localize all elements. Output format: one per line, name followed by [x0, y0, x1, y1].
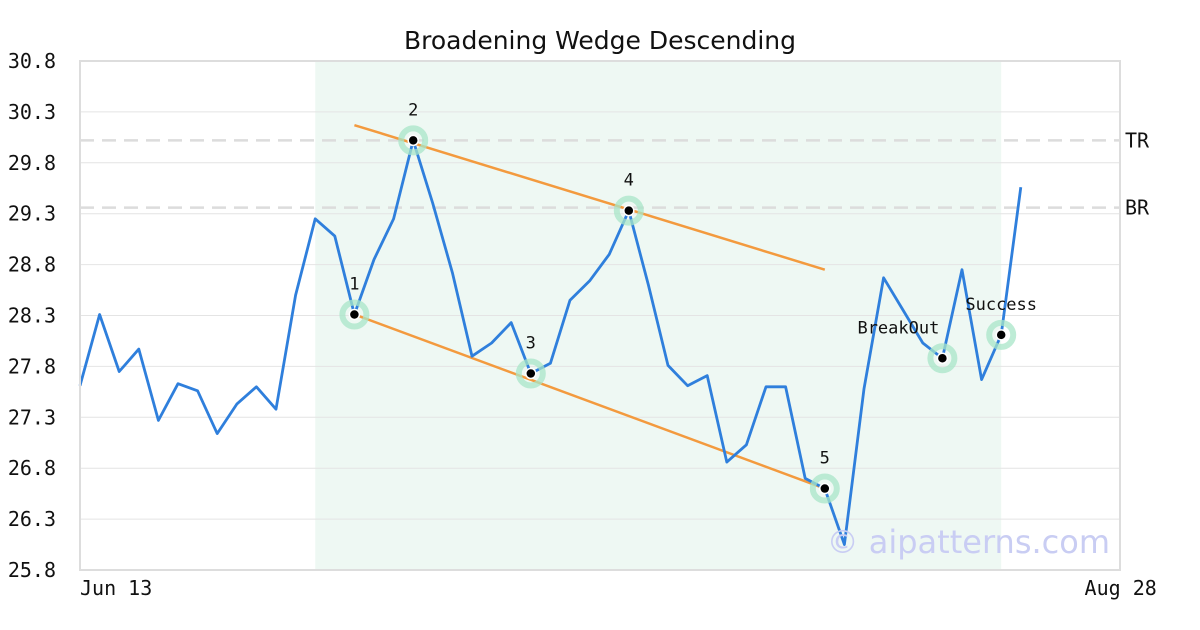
- pattern-label-success: Success: [965, 295, 1037, 315]
- pattern-point-halo-1: [339, 299, 370, 330]
- y-tick-label: 26.8: [8, 456, 56, 480]
- pattern-label-1: 1: [349, 274, 359, 294]
- pattern-point-2: [407, 134, 419, 147]
- y-tick-label: 26.3: [8, 507, 56, 531]
- pattern-label-5: 5: [820, 449, 830, 469]
- pattern-point-4: [623, 204, 635, 217]
- pattern-point-1: [348, 308, 361, 321]
- reference-label-br: BR: [1125, 196, 1150, 220]
- y-tick-label: 30.3: [8, 100, 56, 124]
- trendline-upper: [354, 123, 826, 271]
- reference-label-tr: TR: [1125, 128, 1150, 152]
- x-tick-label: Jun 13: [80, 576, 152, 600]
- y-tick-label: 25.8: [8, 558, 56, 582]
- x-tick-label: Aug 28: [1085, 576, 1157, 600]
- pattern-label-3: 3: [526, 334, 536, 354]
- y-tick-label: 30.8: [8, 49, 56, 73]
- price-series-line: [78, 138, 1023, 546]
- pattern-point-5: [819, 482, 831, 495]
- y-tick-label: 28.3: [8, 304, 56, 328]
- pattern-label-breakout: BreakOut: [857, 318, 939, 338]
- y-tick-label: 28.8: [8, 253, 56, 277]
- trendline-lower: [353, 313, 826, 490]
- pattern-point-success: [995, 329, 1007, 341]
- y-tick-label: 27.8: [8, 354, 56, 378]
- pattern-point-halo-breakout: [927, 343, 958, 374]
- pattern-label-4: 4: [624, 171, 634, 191]
- chart-title: Broadening Wedge Descending: [404, 26, 796, 55]
- y-tick-label: 29.3: [8, 202, 56, 226]
- pattern-point-halo-5: [809, 473, 840, 504]
- pattern-point-breakout: [936, 352, 949, 365]
- pattern-point-3: [525, 367, 537, 380]
- y-tick-label: 29.8: [8, 151, 56, 175]
- pattern-point-halo-success: [986, 319, 1017, 350]
- pattern-label-2: 2: [408, 100, 418, 120]
- plot-frame: [79, 60, 1121, 571]
- pattern-point-halo-2: [398, 125, 429, 156]
- pattern-point-halo-3: [515, 358, 546, 389]
- watermark: © aipatterns.com: [827, 523, 1110, 561]
- pattern-point-halo-4: [613, 195, 644, 226]
- y-tick-label: 27.3: [8, 405, 56, 429]
